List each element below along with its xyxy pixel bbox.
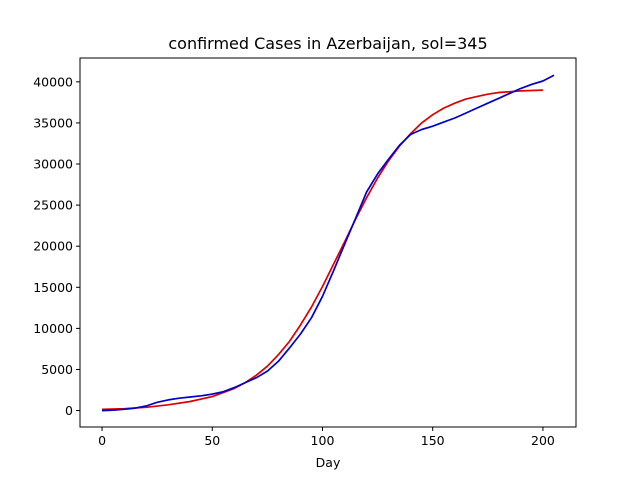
x-tick-label: 200: [531, 433, 555, 448]
y-tick-label: 5000: [41, 362, 73, 377]
series-line-2: [101, 74, 555, 412]
y-tick-label: 10000: [33, 321, 73, 336]
y-tick-label: 20000: [33, 239, 73, 254]
y-tick-label: 15000: [33, 280, 73, 295]
y-tick-label: 40000: [33, 74, 73, 89]
series-line-1: [101, 89, 543, 411]
x-tick-label: 0: [98, 433, 106, 448]
y-tick-label: 35000: [33, 115, 73, 130]
plot-area: 0 50 100 150 200 0 5000 10000 15000 20000 25000 300…: [33, 57, 577, 448]
y-tick-label: 30000: [33, 157, 73, 172]
x-axis-label: Day: [316, 455, 341, 470]
y-tick-label: 25000: [33, 198, 73, 213]
chart-title: confirmed Cases in Azerbaijan, sol=345: [168, 34, 487, 53]
x-tick-label: 150: [421, 433, 445, 448]
x-tick-label: 50: [204, 433, 220, 448]
plot-frame: [79, 57, 577, 428]
x-tick-label: 100: [311, 433, 335, 448]
y-tick-label: 0: [65, 403, 73, 418]
